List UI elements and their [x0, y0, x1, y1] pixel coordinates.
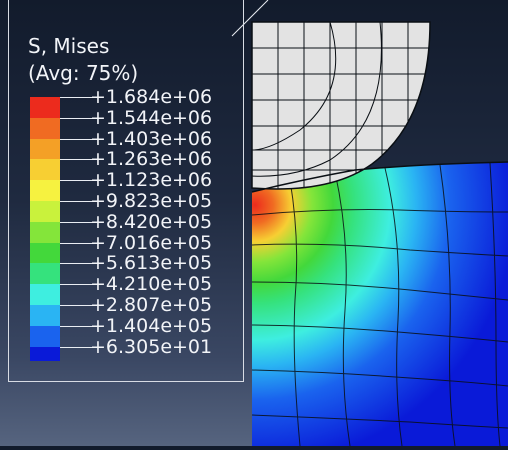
- legend-value: +1.123e+06: [90, 169, 213, 192]
- legend-tick: [60, 242, 96, 244]
- legend-tick: [60, 221, 96, 223]
- substrate-part: [252, 162, 508, 446]
- legend-title: S, Mises: [28, 34, 110, 58]
- legend-tick: [60, 97, 96, 98]
- legend-swatch: [30, 159, 60, 181]
- legend-value: +2.807e+05: [90, 294, 213, 316]
- legend-value: +1.544e+06: [90, 106, 213, 129]
- legend-value: +1.684e+06: [90, 86, 213, 108]
- legend-value: +1.263e+06: [90, 148, 213, 171]
- legend-tick: [60, 305, 96, 306]
- legend-value: +8.420e+05: [90, 210, 213, 233]
- legend-value: +1.403e+06: [90, 127, 213, 150]
- legend-swatch: [30, 263, 60, 285]
- indenter-part: [251, 21, 431, 190]
- legend-value: +6.305e+01: [90, 335, 213, 358]
- legend-tick: [60, 325, 96, 327]
- legend-swatch: [30, 242, 60, 264]
- legend-swatch: [30, 97, 60, 118]
- legend-swatch: [30, 305, 60, 326]
- legend-tick: [60, 201, 96, 202]
- legend-value: +1.404e+05: [90, 314, 213, 337]
- legend-tick: [60, 284, 96, 286]
- reference-line: [231, 0, 269, 37]
- legend-value: +4.210e+05: [90, 273, 213, 296]
- legend-swatch: [30, 284, 60, 305]
- legend-subtitle: (Avg: 75%): [28, 61, 139, 85]
- legend-tick: [60, 138, 96, 140]
- legend-tick: [60, 117, 96, 119]
- legend-swatch: [30, 221, 60, 243]
- legend-value: +7.016e+05: [90, 231, 213, 254]
- legend-tick: [60, 346, 96, 348]
- legend-tick: [60, 159, 96, 161]
- legend-swatch: [30, 325, 60, 347]
- legend-swatch: [30, 346, 60, 361]
- legend-panel: [8, 0, 244, 382]
- contact-surface-edge: [251, 161, 508, 193]
- legend-tick: [60, 263, 96, 265]
- legend-value: +5.613e+05: [90, 252, 213, 275]
- legend-swatch: [30, 201, 60, 222]
- legend-swatch: [30, 117, 60, 139]
- legend-swatch: [30, 180, 60, 201]
- legend-swatch: [30, 138, 60, 160]
- legend-tick: [60, 180, 96, 182]
- legend-value: +9.823e+05: [90, 190, 213, 212]
